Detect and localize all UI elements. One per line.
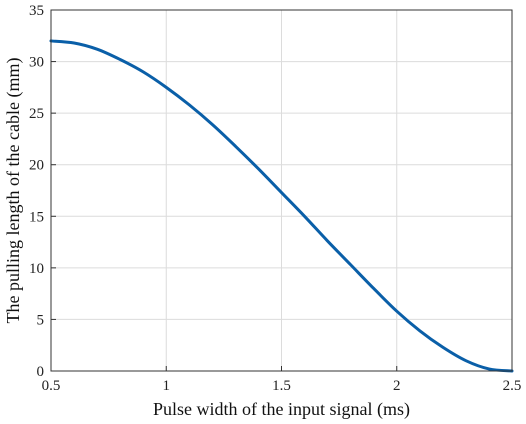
x-axis-label: Pulse width of the input signal (ms)	[153, 399, 410, 420]
y-tick-label: 20	[29, 158, 44, 174]
y-tick-label: 25	[29, 106, 44, 122]
y-axis-label: The pulling length of the cable (mm)	[3, 58, 24, 324]
y-tick-label: 5	[37, 312, 45, 328]
x-tick-label: 2	[393, 378, 401, 394]
x-tick-label: 2.5	[503, 378, 522, 394]
x-tick-label: 0.5	[42, 378, 61, 394]
series-layer	[49, 39, 514, 373]
ticks: 0.5 1 1.5 2 2.5 0 5 10 15 20 25 30 35	[29, 3, 521, 394]
y-tick-label: 0	[37, 364, 45, 380]
y-tick-label: 30	[29, 55, 44, 71]
x-tick-label: 1.5	[272, 378, 291, 394]
y-tick-label: 10	[29, 261, 44, 277]
y-tick-label: 15	[29, 209, 44, 225]
series-line	[49, 39, 514, 373]
x-tick-label: 1	[163, 378, 171, 394]
y-tick-label: 35	[29, 3, 44, 19]
